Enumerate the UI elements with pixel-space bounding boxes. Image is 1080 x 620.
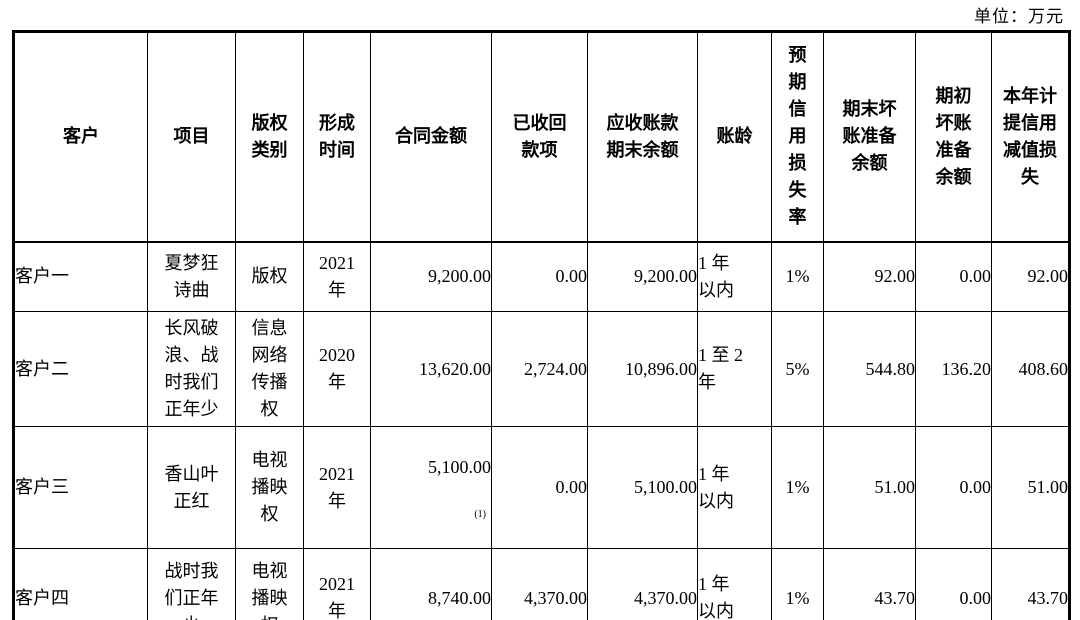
col-header-copyright-type: 版权 类别 xyxy=(235,31,304,243)
cell-project: 香山叶 正红 xyxy=(147,426,236,549)
col-header-contract-amount: 合同金额 xyxy=(370,31,492,243)
col-header-received-payment: 已收回 款项 xyxy=(491,31,588,243)
cell-beginning-provision: 0.00 xyxy=(915,548,992,620)
cell-copyright-type: 信息 网络 传播 权 xyxy=(235,311,304,427)
cell-contract-amount: 9,200.00 xyxy=(370,241,492,312)
cell-received-payment: 4,370.00 xyxy=(491,548,588,620)
cell-ending-provision: 544.80 xyxy=(823,311,916,427)
table-row: 客户四 战时我 们正年 少 电视 播映 权 2021 年 8,740.00 4,… xyxy=(13,548,1070,620)
header-row: 客户 项目 版权 类别 形成 时间 合同金额 已收回 款项 应收账款 期末余额 … xyxy=(13,31,1070,243)
cell-impairment-loss: 51.00 xyxy=(991,426,1070,549)
cell-loss-rate: 1% xyxy=(771,548,824,620)
cell-copyright-type: 版权 xyxy=(235,241,304,312)
cell-receivable-balance: 9,200.00 xyxy=(587,241,698,312)
cell-formation-time: 2021 年 xyxy=(303,426,371,549)
cell-aging: 1 年 以内 xyxy=(697,548,772,620)
table-row: 客户三 香山叶 正红 电视 播映 权 2021 年 5,100.00 (1) 0… xyxy=(13,426,1070,549)
cell-aging: 1 年 以内 xyxy=(697,241,772,312)
cell-project: 战时我 们正年 少 xyxy=(147,548,236,620)
contract-amount-value: 5,100.00 xyxy=(428,457,491,477)
table-row: 客户一 夏梦狂 诗曲 版权 2021 年 9,200.00 0.00 9,200… xyxy=(13,241,1070,312)
col-header-formation-time: 形成 时间 xyxy=(303,31,371,243)
cell-loss-rate: 1% xyxy=(771,426,824,549)
receivables-provision-table: 客户 项目 版权 类别 形成 时间 合同金额 已收回 款项 应收账款 期末余额 … xyxy=(12,30,1071,620)
cell-contract-amount: 13,620.00 xyxy=(370,311,492,427)
cell-receivable-balance: 4,370.00 xyxy=(587,548,698,620)
footnote-marker: (1) xyxy=(474,509,486,520)
cell-received-payment: 0.00 xyxy=(491,241,588,312)
cell-customer: 客户二 xyxy=(13,311,148,427)
col-header-aging: 账龄 xyxy=(697,31,772,243)
col-header-customer: 客户 xyxy=(13,31,148,243)
cell-contract-amount: 8,740.00 xyxy=(370,548,492,620)
cell-aging: 1 至 2 年 xyxy=(697,311,772,427)
cell-customer: 客户四 xyxy=(13,548,148,620)
cell-aging: 1 年 以内 xyxy=(697,426,772,549)
cell-beginning-provision: 136.20 xyxy=(915,311,992,427)
cell-contract-amount: 5,100.00 (1) xyxy=(370,426,492,549)
cell-beginning-provision: 0.00 xyxy=(915,426,992,549)
cell-received-payment: 0.00 xyxy=(491,426,588,549)
cell-loss-rate: 5% xyxy=(771,311,824,427)
cell-copyright-type: 电视 播映 权 xyxy=(235,426,304,549)
cell-ending-provision: 43.70 xyxy=(823,548,916,620)
cell-impairment-loss: 43.70 xyxy=(991,548,1070,620)
unit-label: 单位：万元 xyxy=(974,7,1064,26)
cell-formation-time: 2020 年 xyxy=(303,311,371,427)
cell-ending-provision: 92.00 xyxy=(823,241,916,312)
cell-customer: 客户一 xyxy=(13,241,148,312)
col-header-receivable-balance: 应收账款 期末余额 xyxy=(587,31,698,243)
cell-project: 夏梦狂 诗曲 xyxy=(147,241,236,312)
table-row: 客户二 长风破 浪、战 时我们 正年少 信息 网络 传播 权 2020 年 13… xyxy=(13,311,1070,427)
cell-formation-time: 2021 年 xyxy=(303,548,371,620)
cell-receivable-balance: 5,100.00 xyxy=(587,426,698,549)
cell-customer: 客户三 xyxy=(13,426,148,549)
col-header-loss-rate: 预 期 信 用 损 失 率 xyxy=(771,31,824,243)
col-header-beginning-provision: 期初 坏账 准备 余额 xyxy=(915,31,992,243)
col-header-impairment-loss: 本年计 提信用 减值损 失 xyxy=(991,31,1070,243)
cell-loss-rate: 1% xyxy=(771,241,824,312)
col-header-ending-provision: 期末坏 账准备 余额 xyxy=(823,31,916,243)
cell-project: 长风破 浪、战 时我们 正年少 xyxy=(147,311,236,427)
cell-formation-time: 2021 年 xyxy=(303,241,371,312)
cell-received-payment: 2,724.00 xyxy=(491,311,588,427)
cell-beginning-provision: 0.00 xyxy=(915,241,992,312)
cell-ending-provision: 51.00 xyxy=(823,426,916,549)
cell-impairment-loss: 408.60 xyxy=(991,311,1070,427)
cell-impairment-loss: 92.00 xyxy=(991,241,1070,312)
col-header-project: 项目 xyxy=(147,31,236,243)
cell-receivable-balance: 10,896.00 xyxy=(587,311,698,427)
cell-copyright-type: 电视 播映 权 xyxy=(235,548,304,620)
